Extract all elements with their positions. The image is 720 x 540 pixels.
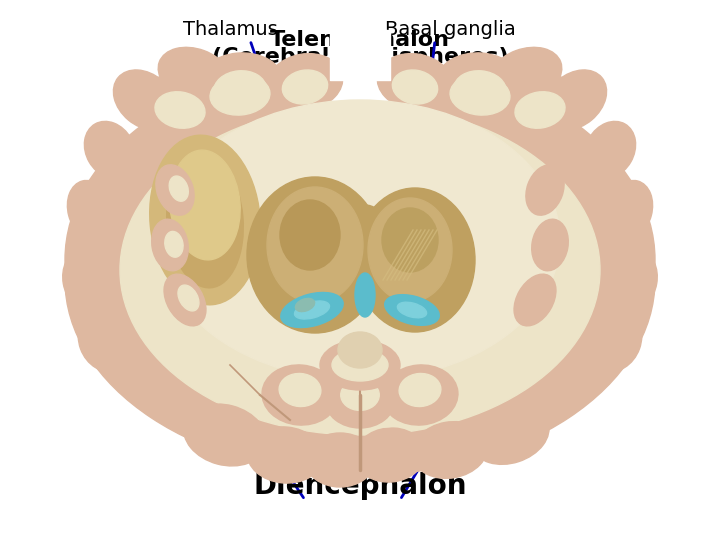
Ellipse shape: [178, 285, 199, 311]
Ellipse shape: [544, 70, 606, 130]
Ellipse shape: [526, 165, 564, 215]
Ellipse shape: [450, 75, 510, 115]
Ellipse shape: [436, 53, 524, 117]
Ellipse shape: [498, 75, 582, 136]
Ellipse shape: [267, 53, 343, 110]
Ellipse shape: [282, 70, 328, 104]
Ellipse shape: [65, 60, 655, 460]
Ellipse shape: [167, 152, 243, 288]
Ellipse shape: [114, 70, 176, 130]
Ellipse shape: [140, 70, 420, 250]
Ellipse shape: [155, 92, 205, 129]
Ellipse shape: [65, 85, 655, 475]
Ellipse shape: [368, 198, 452, 302]
Ellipse shape: [262, 365, 338, 425]
Ellipse shape: [120, 105, 600, 435]
Ellipse shape: [382, 208, 438, 272]
Text: (Cerebral hemispheres): (Cerebral hemispheres): [212, 47, 508, 67]
Ellipse shape: [63, 250, 107, 310]
Ellipse shape: [325, 372, 395, 428]
Ellipse shape: [68, 180, 112, 240]
Ellipse shape: [150, 135, 261, 305]
Ellipse shape: [454, 71, 506, 109]
Text: Telencephalon: Telencephalon: [270, 30, 450, 50]
Ellipse shape: [588, 309, 642, 372]
Ellipse shape: [138, 75, 222, 136]
Ellipse shape: [214, 71, 266, 109]
Ellipse shape: [279, 374, 321, 407]
Ellipse shape: [152, 219, 189, 271]
Ellipse shape: [397, 302, 427, 318]
Ellipse shape: [300, 70, 580, 250]
Ellipse shape: [585, 122, 636, 179]
Text: Thalamus: Thalamus: [183, 20, 277, 39]
Ellipse shape: [247, 177, 383, 333]
Ellipse shape: [300, 50, 420, 130]
Ellipse shape: [281, 293, 343, 328]
Ellipse shape: [165, 232, 183, 257]
Ellipse shape: [608, 180, 652, 240]
Ellipse shape: [355, 273, 375, 317]
Ellipse shape: [210, 75, 270, 115]
Ellipse shape: [531, 219, 568, 271]
Ellipse shape: [320, 340, 400, 390]
Ellipse shape: [156, 165, 194, 215]
Ellipse shape: [84, 122, 135, 179]
Ellipse shape: [164, 274, 206, 326]
Ellipse shape: [247, 427, 323, 483]
Ellipse shape: [295, 299, 315, 312]
Ellipse shape: [471, 406, 549, 464]
Ellipse shape: [78, 309, 132, 372]
Ellipse shape: [332, 349, 388, 381]
Ellipse shape: [413, 422, 487, 478]
Ellipse shape: [169, 176, 189, 201]
Ellipse shape: [392, 70, 438, 104]
Ellipse shape: [160, 100, 560, 380]
Ellipse shape: [514, 274, 556, 326]
Ellipse shape: [399, 374, 441, 407]
Ellipse shape: [355, 428, 425, 482]
Text: Diencephalon: Diencephalon: [253, 472, 467, 500]
Ellipse shape: [341, 380, 379, 410]
Ellipse shape: [377, 53, 453, 110]
Ellipse shape: [305, 433, 375, 487]
Text: Basal ganglia: Basal ganglia: [384, 20, 516, 39]
Ellipse shape: [294, 301, 330, 319]
Ellipse shape: [338, 332, 382, 368]
Ellipse shape: [267, 187, 363, 303]
Ellipse shape: [170, 150, 240, 260]
Ellipse shape: [125, 112, 595, 428]
Ellipse shape: [355, 188, 475, 332]
Ellipse shape: [335, 205, 395, 305]
Ellipse shape: [184, 404, 266, 466]
Ellipse shape: [613, 250, 657, 310]
Ellipse shape: [488, 48, 562, 103]
Ellipse shape: [196, 53, 284, 117]
Ellipse shape: [280, 200, 340, 270]
Ellipse shape: [515, 92, 565, 129]
Ellipse shape: [382, 365, 458, 425]
Ellipse shape: [158, 48, 232, 103]
Ellipse shape: [384, 295, 439, 325]
